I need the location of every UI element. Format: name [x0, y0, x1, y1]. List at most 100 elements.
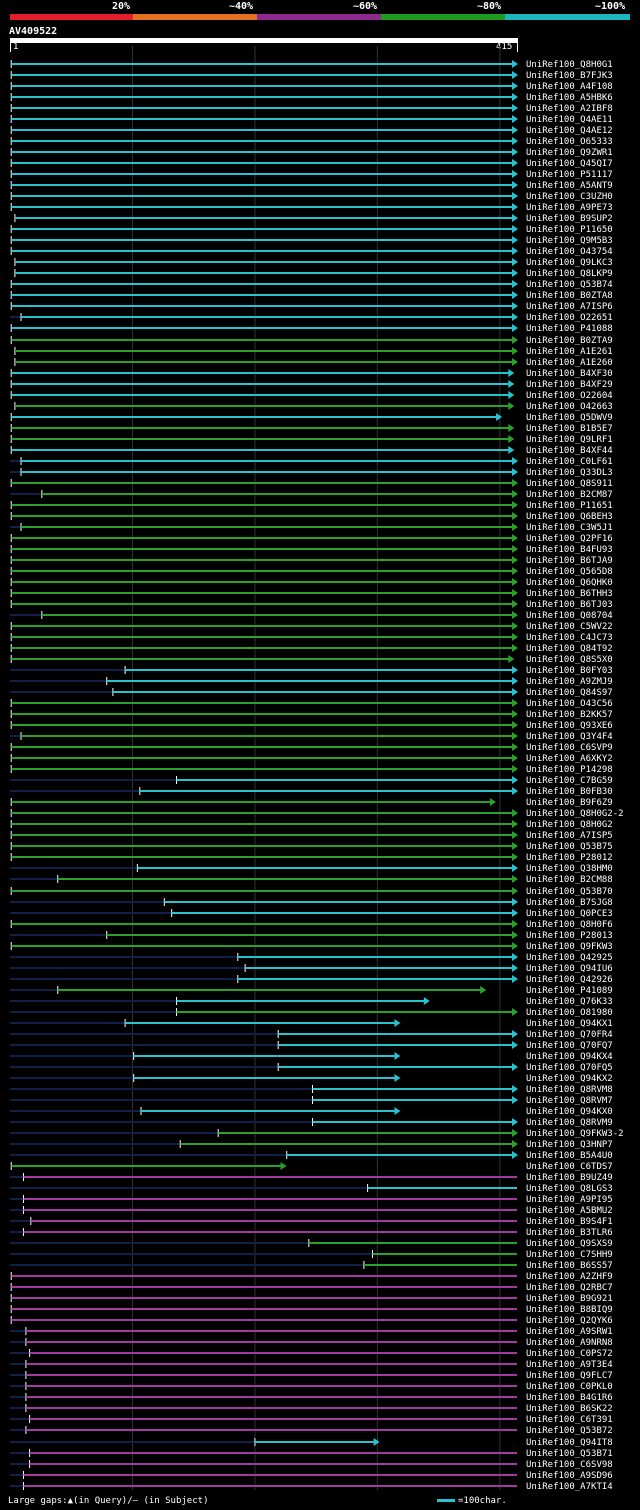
hit-label: UniRef100_B4XF44 [526, 446, 613, 456]
scale-label-80: ~80% [477, 1, 502, 12]
scale-bar-20 [10, 14, 133, 20]
hit-arrow [512, 1096, 518, 1104]
hit-arrow [512, 479, 518, 487]
query-end-tick [517, 43, 518, 52]
hit-arrow [512, 953, 518, 961]
hit-label: UniRef100_C7BG59 [526, 776, 613, 786]
hit-arrow [512, 898, 518, 906]
hit-arrow [508, 446, 515, 454]
hit-arrow [512, 236, 518, 244]
hit-arrow [512, 975, 518, 983]
scale-bar-80 [381, 14, 505, 20]
hit-label: UniRef100_P51117 [526, 170, 613, 180]
hit-arrow [512, 721, 518, 729]
hit-arrow [508, 435, 515, 443]
hit-label: UniRef100_B0FB30 [526, 787, 613, 797]
hit-arrow [508, 369, 515, 377]
hit-arrow [512, 258, 518, 266]
scale-label-60: ~60% [353, 1, 378, 12]
scale-bar-100 [505, 14, 630, 20]
query-name: AV409522 [9, 26, 58, 37]
hit-arrow [280, 1162, 287, 1170]
hit-label: UniRef100_Q94IT8 [526, 1438, 613, 1448]
hit-arrow [512, 269, 518, 277]
hit-arrow [512, 611, 518, 619]
hit-label: UniRef100_Q76K33 [526, 997, 613, 1007]
hit-label: UniRef100_A7ISP6 [526, 302, 613, 312]
hit-arrow [512, 809, 518, 817]
hit-label: UniRef100_B2CM88 [526, 875, 613, 885]
hit-label: UniRef100_Q94IU6 [526, 964, 613, 974]
hit-arrow [512, 842, 518, 850]
hit-label: UniRef100_B0ZTA8 [526, 291, 613, 301]
hit-label: UniRef100_B1B5E7 [526, 424, 613, 434]
hit-label: UniRef100_C0PS72 [526, 1349, 613, 1359]
hit-label: UniRef100_P28012 [526, 853, 613, 863]
hit-label: UniRef100_B4FU93 [526, 545, 613, 555]
hit-arrow [512, 214, 518, 222]
hit-label: UniRef100_Q2QYK6 [526, 1316, 613, 1326]
hit-label: UniRef100_Q9LKC3 [526, 258, 613, 268]
hit-arrow [512, 137, 518, 145]
hit-arrow [512, 523, 518, 531]
hit-arrow [512, 743, 518, 751]
hit-label: UniRef100_Q8LGS3 [526, 1184, 613, 1194]
hit-arrow [512, 1140, 518, 1148]
hit-arrow [512, 347, 518, 355]
hit-label: UniRef100_C3W5J1 [526, 523, 613, 533]
hit-label: UniRef100_P11650 [526, 225, 613, 235]
legend-bar-swatch [437, 1499, 455, 1502]
hit-arrow [512, 887, 518, 895]
hit-arrow [512, 699, 518, 707]
hit-label: UniRef100_Q53B72 [526, 1426, 613, 1436]
hit-label: UniRef100_P11651 [526, 501, 613, 511]
hit-label: UniRef100_Q565D8 [526, 567, 613, 577]
hit-label: UniRef100_A1E261 [526, 347, 613, 357]
hit-arrow [512, 203, 518, 211]
hit-arrow [512, 336, 518, 344]
hit-label: UniRef100_B2CM87 [526, 490, 613, 500]
hit-arrow [512, 159, 518, 167]
hit-label: UniRef100_Q8LKP9 [526, 269, 613, 279]
hit-label: UniRef100_Q6QHK0 [526, 578, 613, 588]
hit-label: UniRef100_C6T391 [526, 1415, 613, 1425]
hit-arrow [512, 1118, 518, 1126]
hit-arrow [512, 512, 518, 520]
hit-arrow [508, 380, 515, 388]
hit-label: UniRef100_Q9FKW3 [526, 942, 613, 952]
hit-label: UniRef100_P41089 [526, 986, 613, 996]
hit-label: UniRef100_C5WV22 [526, 622, 613, 632]
hit-arrow [512, 501, 518, 509]
hit-arrow [512, 104, 518, 112]
hit-arrow [512, 688, 518, 696]
hit-arrow [512, 732, 518, 740]
hit-label: UniRef100_Q8S911 [526, 479, 613, 489]
hit-label: UniRef100_Q9LRF1 [526, 435, 613, 445]
hit-arrow [512, 291, 518, 299]
hit-arrow [489, 798, 496, 806]
hit-label: UniRef100_Q2PF16 [526, 534, 613, 544]
legend-scale: =100char. [437, 1496, 507, 1506]
hit-label: UniRef100_B2KK57 [526, 710, 613, 720]
hit-arrow [512, 931, 518, 939]
scale-label-20: 20% [112, 1, 131, 12]
hit-label: UniRef100_C0LF61 [526, 457, 613, 467]
hit-arrow [508, 402, 515, 410]
hit-arrow [496, 413, 503, 421]
hit-label: UniRef100_A2IBF8 [526, 104, 613, 114]
hit-label: UniRef100_Q70FQ7 [526, 1041, 613, 1051]
hit-label: UniRef100_Q8H0G1 [526, 60, 613, 70]
hit-label: UniRef100_B8BIQ9 [526, 1305, 613, 1315]
hit-label: UniRef100_A9ZMJ9 [526, 677, 613, 687]
hit-label: UniRef100_Q53B71 [526, 1449, 613, 1459]
hit-label: UniRef100_B0ZTA9 [526, 336, 613, 346]
hit-label: UniRef100_A9SRW1 [526, 1327, 613, 1337]
hit-label: UniRef100_P41088 [526, 324, 613, 334]
hit-arrow [512, 280, 518, 288]
hit-label: UniRef100_O43754 [526, 247, 613, 257]
hit-label: UniRef100_A9NRN8 [526, 1338, 613, 1348]
hit-label: UniRef100_B4XF30 [526, 369, 613, 379]
hit-arrow [512, 820, 518, 828]
scale-label-40: ~40% [229, 1, 254, 12]
hit-label: UniRef100_A7KTI4 [526, 1482, 613, 1492]
